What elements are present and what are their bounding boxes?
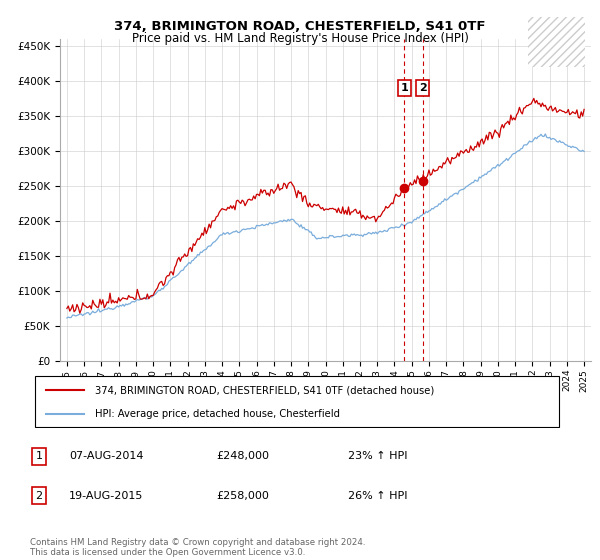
Text: 19-AUG-2015: 19-AUG-2015 [69,491,143,501]
Text: 23% ↑ HPI: 23% ↑ HPI [348,451,407,461]
Text: HPI: Average price, detached house, Chesterfield: HPI: Average price, detached house, Ches… [95,408,340,418]
Text: 374, BRIMINGTON ROAD, CHESTERFIELD, S41 0TF (detached house): 374, BRIMINGTON ROAD, CHESTERFIELD, S41 … [95,385,434,395]
Text: 1: 1 [401,83,409,93]
Text: £248,000: £248,000 [216,451,269,461]
Text: 2: 2 [35,491,43,501]
Text: Contains HM Land Registry data © Crown copyright and database right 2024.
This d: Contains HM Land Registry data © Crown c… [30,538,365,557]
Text: 2: 2 [419,83,427,93]
FancyBboxPatch shape [35,376,559,427]
Text: Price paid vs. HM Land Registry's House Price Index (HPI): Price paid vs. HM Land Registry's House … [131,32,469,45]
Text: 1: 1 [35,451,43,461]
Text: 374, BRIMINGTON ROAD, CHESTERFIELD, S41 0TF: 374, BRIMINGTON ROAD, CHESTERFIELD, S41 … [114,20,486,32]
Text: £258,000: £258,000 [216,491,269,501]
Text: 26% ↑ HPI: 26% ↑ HPI [348,491,407,501]
Text: 07-AUG-2014: 07-AUG-2014 [69,451,143,461]
